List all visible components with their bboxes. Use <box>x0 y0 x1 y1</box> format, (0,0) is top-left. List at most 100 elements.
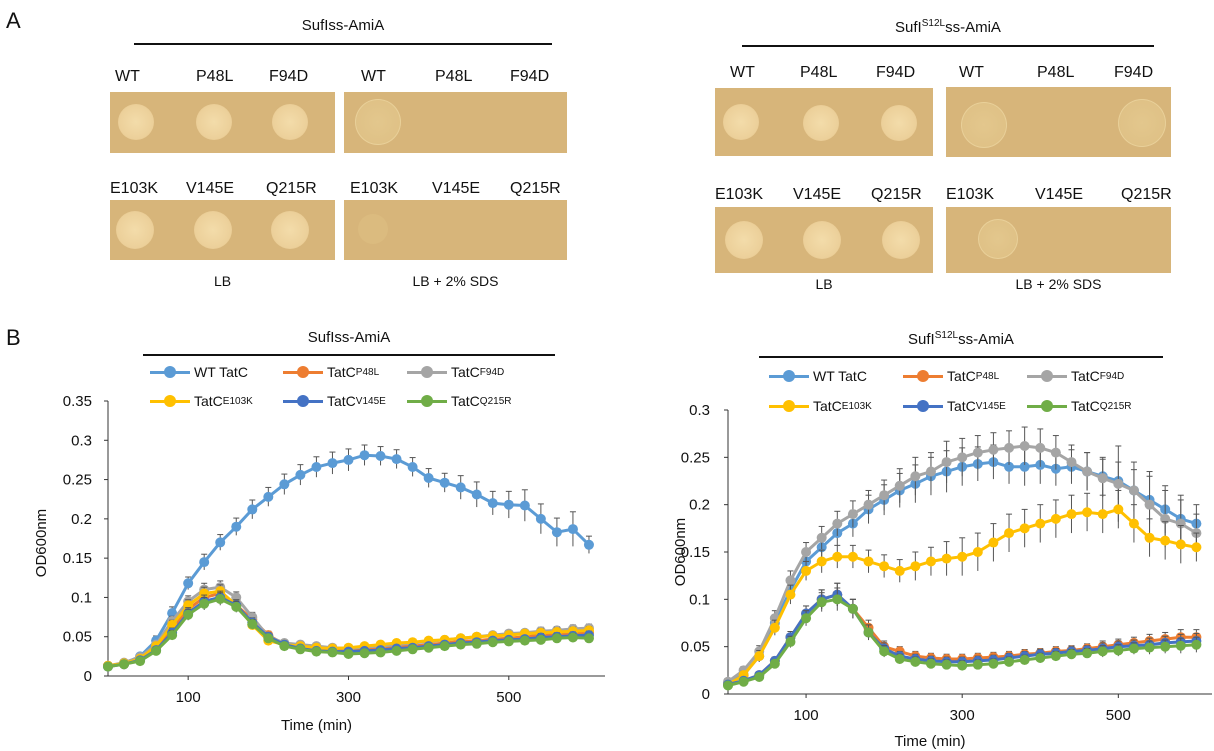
data-point <box>343 649 354 659</box>
data-point <box>894 653 905 664</box>
legend-item: TatC E103K <box>150 393 253 409</box>
data-point <box>1160 641 1171 652</box>
data-point <box>957 452 968 463</box>
plate-label: P48L <box>1037 64 1075 81</box>
y-tick-label: 0.3 <box>689 402 710 419</box>
data-point <box>847 603 858 614</box>
data-point <box>551 633 562 644</box>
data-point <box>754 671 765 682</box>
y-axis-label: OD600nm <box>33 509 50 577</box>
data-point <box>183 609 194 620</box>
plate-label: E103K <box>946 186 995 203</box>
data-point <box>972 547 983 557</box>
panel-a-letter: A <box>6 8 21 33</box>
data-point <box>1175 539 1186 550</box>
data-point <box>215 537 226 548</box>
legend-item: TatC F94D <box>407 364 504 380</box>
y-tick-label: 0.25 <box>63 472 92 489</box>
data-point <box>1066 649 1077 660</box>
legend-swatch <box>150 394 190 408</box>
legend-item: WT TatC <box>769 368 867 384</box>
data-point <box>925 658 936 669</box>
y-tick-label: 0.1 <box>689 591 710 608</box>
data-point <box>1019 654 1030 665</box>
plate-sds-row1 <box>946 87 1171 157</box>
y-tick-label: 0.35 <box>63 393 92 410</box>
y-tick-label: 0.3 <box>71 432 92 449</box>
data-point <box>519 635 530 646</box>
legend-swatch <box>769 399 809 413</box>
plate-lb-row2 <box>110 200 335 260</box>
data-point <box>801 547 812 557</box>
data-point <box>972 447 983 458</box>
plate-label: V145E <box>793 186 842 203</box>
plate-sds-row2 <box>344 200 567 260</box>
panel-a-left-header: SufIss-AmiA <box>301 17 385 34</box>
y-tick-label: 0.05 <box>681 639 710 656</box>
data-point <box>279 641 290 652</box>
plate-label: Q215R <box>871 186 922 203</box>
panel-a-right-rule <box>742 45 1154 47</box>
plate-label: V145E <box>186 180 235 197</box>
data-point <box>1113 645 1124 656</box>
x-tick-label: 300 <box>336 689 361 706</box>
x-axis-label: Time (min) <box>281 717 352 734</box>
data-point <box>439 477 450 488</box>
legend-swatch <box>903 399 943 413</box>
data-point <box>359 648 370 659</box>
colony <box>723 104 759 140</box>
data-point <box>391 645 402 656</box>
data-point <box>879 561 890 572</box>
data-point <box>894 480 905 491</box>
data-point <box>471 489 482 500</box>
data-point <box>972 659 983 670</box>
legend-item: TatC V145E <box>903 398 1006 414</box>
data-point <box>1050 513 1061 524</box>
data-point <box>1097 509 1108 520</box>
y-tick-label: 0.25 <box>681 449 710 466</box>
x-tick-label: 500 <box>1106 707 1131 724</box>
y-tick-label: 0 <box>84 668 92 685</box>
data-point <box>103 661 113 672</box>
data-point <box>1160 535 1171 546</box>
plate-label: F94D <box>876 64 916 81</box>
y-tick-label: 0.1 <box>71 589 92 606</box>
data-point <box>738 676 749 687</box>
plate-label: WT <box>115 68 140 85</box>
plate-label: E103K <box>350 180 399 197</box>
data-point <box>1097 646 1108 657</box>
legend-swatch <box>903 369 943 383</box>
plate-label: Q215R <box>266 180 317 197</box>
data-point <box>847 509 858 520</box>
data-point <box>957 660 968 671</box>
data-point <box>1082 507 1093 518</box>
plate-label: P48L <box>196 68 234 85</box>
data-point <box>816 532 827 543</box>
data-point <box>231 521 242 532</box>
chart-left-plot: 0 0.05 0.1 0.15 0.2 0.25 0.3 0.35 100 300 500 OD600… <box>33 393 605 734</box>
data-point <box>455 482 466 493</box>
data-point <box>1004 442 1015 453</box>
data-point <box>375 647 386 658</box>
data-point <box>910 656 921 667</box>
data-point <box>167 630 178 641</box>
plate-label: V145E <box>432 180 481 197</box>
data-point <box>567 632 578 643</box>
data-point <box>231 601 242 612</box>
colony <box>358 214 388 244</box>
data-point <box>359 450 370 461</box>
data-point <box>423 642 434 653</box>
data-point <box>455 639 466 650</box>
colony <box>803 105 839 141</box>
plate-label: Q215R <box>510 180 561 197</box>
data-point <box>199 557 210 568</box>
panel-a-left-rule <box>134 43 552 45</box>
data-point <box>816 597 827 608</box>
colony <box>196 104 232 140</box>
legend-swatch <box>150 365 190 379</box>
legend-swatch <box>283 394 323 408</box>
plate-footer-sds: LB + 2% SDS <box>412 273 499 289</box>
plate-label: F94D <box>269 68 309 85</box>
data-point <box>487 637 498 648</box>
data-point <box>1144 532 1155 543</box>
